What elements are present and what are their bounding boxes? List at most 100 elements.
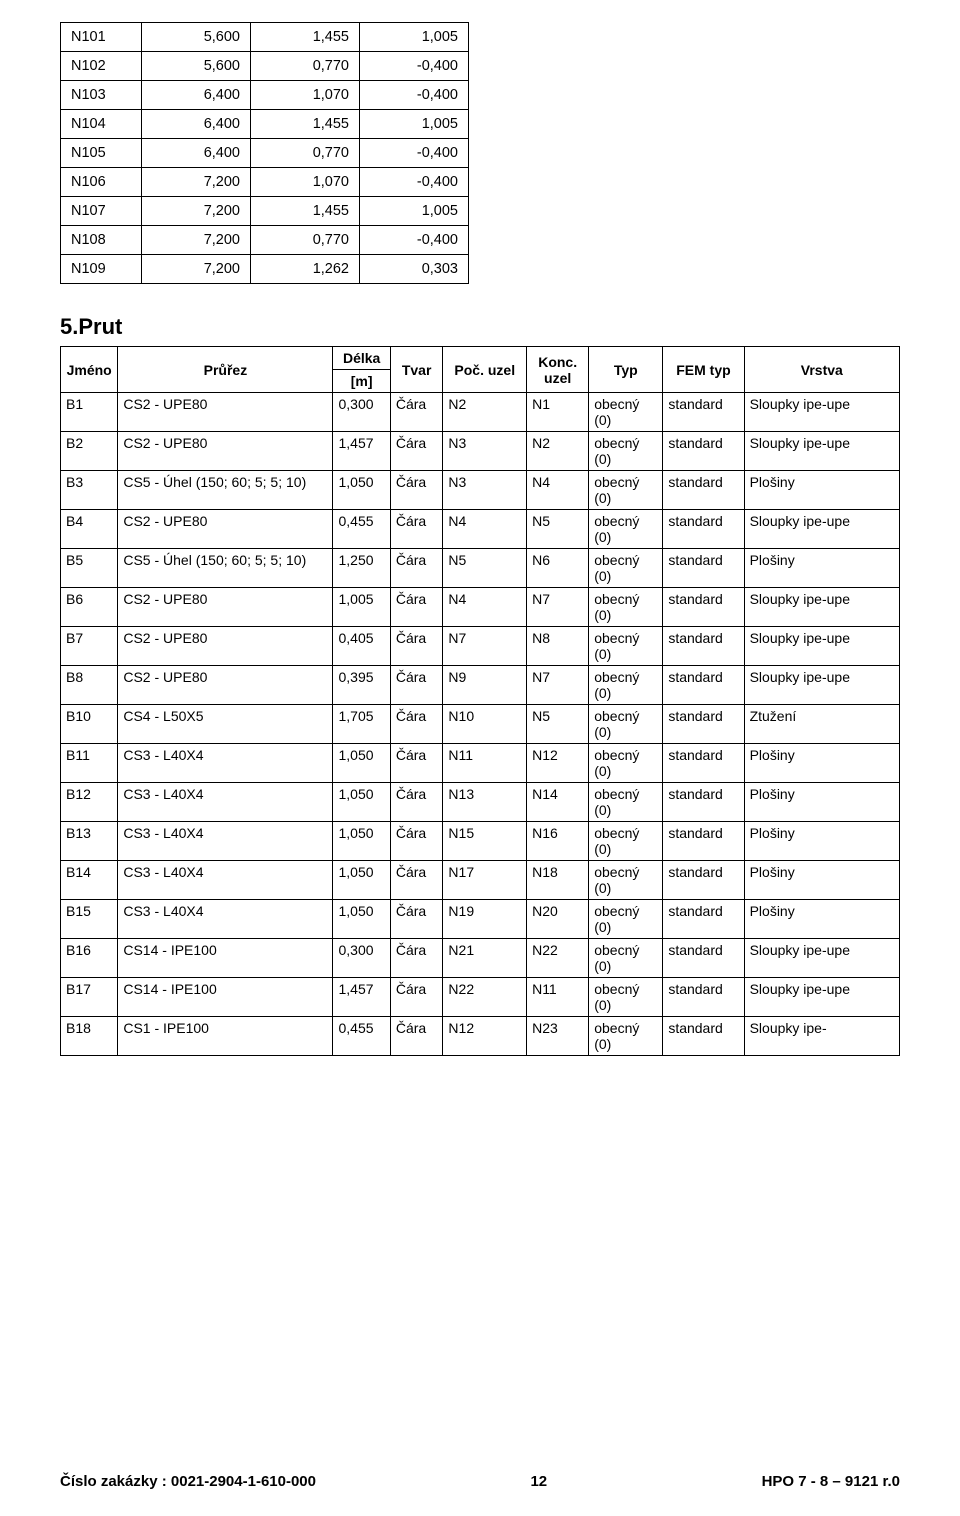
table-cell: 1,005 xyxy=(360,110,469,139)
column-header: Poč. uzel xyxy=(443,347,527,393)
table-cell: CS3 - L40X4 xyxy=(118,783,333,822)
table-cell: obecný (0) xyxy=(589,822,663,861)
table-row: B2CS2 - UPE801,457ČáraN3N2obecný (0)stan… xyxy=(61,432,900,471)
table-cell: B1 xyxy=(61,393,118,432)
table-cell: 1,250 xyxy=(333,549,390,588)
table-row: N1025,6000,770-0,400 xyxy=(61,52,469,81)
table-cell: 1,705 xyxy=(333,705,390,744)
column-header: Tvar xyxy=(390,347,443,393)
table-cell: N3 xyxy=(443,471,527,510)
table-cell: 1,005 xyxy=(333,588,390,627)
table-row: B17CS14 - IPE1001,457ČáraN22N11obecný (0… xyxy=(61,978,900,1017)
table-cell: Čára xyxy=(390,939,443,978)
table-cell: -0,400 xyxy=(360,52,469,81)
table-cell: N2 xyxy=(527,432,589,471)
table-cell: B4 xyxy=(61,510,118,549)
table-cell: 5,600 xyxy=(142,52,251,81)
column-header: Vrstva xyxy=(744,347,899,393)
table-cell: 1,457 xyxy=(333,978,390,1017)
table-cell: 0,770 xyxy=(251,52,360,81)
coordinates-table: N1015,6001,4551,005N1025,6000,770-0,400N… xyxy=(60,22,469,284)
table-cell: N12 xyxy=(443,1017,527,1056)
table-cell: CS2 - UPE80 xyxy=(118,432,333,471)
table-cell: N104 xyxy=(61,110,142,139)
table-cell: 6,400 xyxy=(142,81,251,110)
table-cell: 6,400 xyxy=(142,139,251,168)
table-row: B18CS1 - IPE1000,455ČáraN12N23obecný (0)… xyxy=(61,1017,900,1056)
column-header: Délka xyxy=(333,347,390,370)
table-cell: Čára xyxy=(390,744,443,783)
table-row: N1067,2001,070-0,400 xyxy=(61,168,469,197)
column-header: Konc. uzel xyxy=(527,347,589,393)
table-cell: N4 xyxy=(443,510,527,549)
table-cell: 0,405 xyxy=(333,627,390,666)
table-cell: N8 xyxy=(527,627,589,666)
table-cell: 1,070 xyxy=(251,81,360,110)
table-cell: 0,455 xyxy=(333,1017,390,1056)
table-cell: B6 xyxy=(61,588,118,627)
table-cell: standard xyxy=(663,666,744,705)
table-cell: 1,457 xyxy=(333,432,390,471)
table-cell: standard xyxy=(663,744,744,783)
table-row: B3CS5 - Úhel (150; 60; 5; 5; 10)1,050Čár… xyxy=(61,471,900,510)
section-heading: 5.Prut xyxy=(60,314,900,340)
table-cell: N23 xyxy=(527,1017,589,1056)
table-cell: N3 xyxy=(443,432,527,471)
table-cell: 0,770 xyxy=(251,139,360,168)
table-cell: N6 xyxy=(527,549,589,588)
table-cell: standard xyxy=(663,588,744,627)
table-cell: N22 xyxy=(443,978,527,1017)
table-cell: B10 xyxy=(61,705,118,744)
table-cell: N14 xyxy=(527,783,589,822)
table-cell: Sloupky ipe-upe xyxy=(744,588,899,627)
table-cell: B7 xyxy=(61,627,118,666)
table-row: B11CS3 - L40X41,050ČáraN11N12obecný (0)s… xyxy=(61,744,900,783)
table-cell: N5 xyxy=(527,705,589,744)
table-cell: CS14 - IPE100 xyxy=(118,939,333,978)
table-cell: standard xyxy=(663,783,744,822)
table-cell: N19 xyxy=(443,900,527,939)
table-cell: CS3 - L40X4 xyxy=(118,900,333,939)
table-row: N1046,4001,4551,005 xyxy=(61,110,469,139)
table-cell: N12 xyxy=(527,744,589,783)
footer-right: HPO 7 - 8 – 9121 r.0 xyxy=(762,1473,900,1490)
bars-table: JménoPrůřezDélkaTvarPoč. uzelKonc. uzelT… xyxy=(60,346,900,1056)
table-cell: obecný (0) xyxy=(589,705,663,744)
table-cell: N17 xyxy=(443,861,527,900)
table-cell: N11 xyxy=(527,978,589,1017)
table-cell: obecný (0) xyxy=(589,432,663,471)
table-cell: CS3 - L40X4 xyxy=(118,822,333,861)
table-cell: Sloupky ipe-upe xyxy=(744,978,899,1017)
table-cell: Sloupky ipe-upe xyxy=(744,939,899,978)
table-cell: Čára xyxy=(390,705,443,744)
table-cell: obecný (0) xyxy=(589,510,663,549)
table-cell: N7 xyxy=(527,588,589,627)
table-cell: B3 xyxy=(61,471,118,510)
table-cell: N107 xyxy=(61,197,142,226)
table-cell: CS1 - IPE100 xyxy=(118,1017,333,1056)
table-cell: CS3 - L40X4 xyxy=(118,861,333,900)
column-header: Typ xyxy=(589,347,663,393)
table-cell: N103 xyxy=(61,81,142,110)
table-cell: Sloupky ipe-upe xyxy=(744,432,899,471)
table-cell: 1,050 xyxy=(333,471,390,510)
table-cell: Čára xyxy=(390,588,443,627)
table-cell: CS2 - UPE80 xyxy=(118,627,333,666)
table-cell: Plošiny xyxy=(744,783,899,822)
table-cell: Čára xyxy=(390,822,443,861)
table-cell: N105 xyxy=(61,139,142,168)
table-cell: Čára xyxy=(390,627,443,666)
table-cell: Plošiny xyxy=(744,900,899,939)
table-cell: Čára xyxy=(390,1017,443,1056)
table-cell: 1,050 xyxy=(333,744,390,783)
table-row: B10CS4 - L50X51,705ČáraN10N5obecný (0)st… xyxy=(61,705,900,744)
table-cell: -0,400 xyxy=(360,226,469,255)
table-cell: B12 xyxy=(61,783,118,822)
column-header: Průřez xyxy=(118,347,333,393)
table-cell: N5 xyxy=(443,549,527,588)
table-cell: N108 xyxy=(61,226,142,255)
table-cell: N109 xyxy=(61,255,142,284)
table-cell: 7,200 xyxy=(142,255,251,284)
table-cell: obecný (0) xyxy=(589,549,663,588)
table-cell: Čára xyxy=(390,471,443,510)
